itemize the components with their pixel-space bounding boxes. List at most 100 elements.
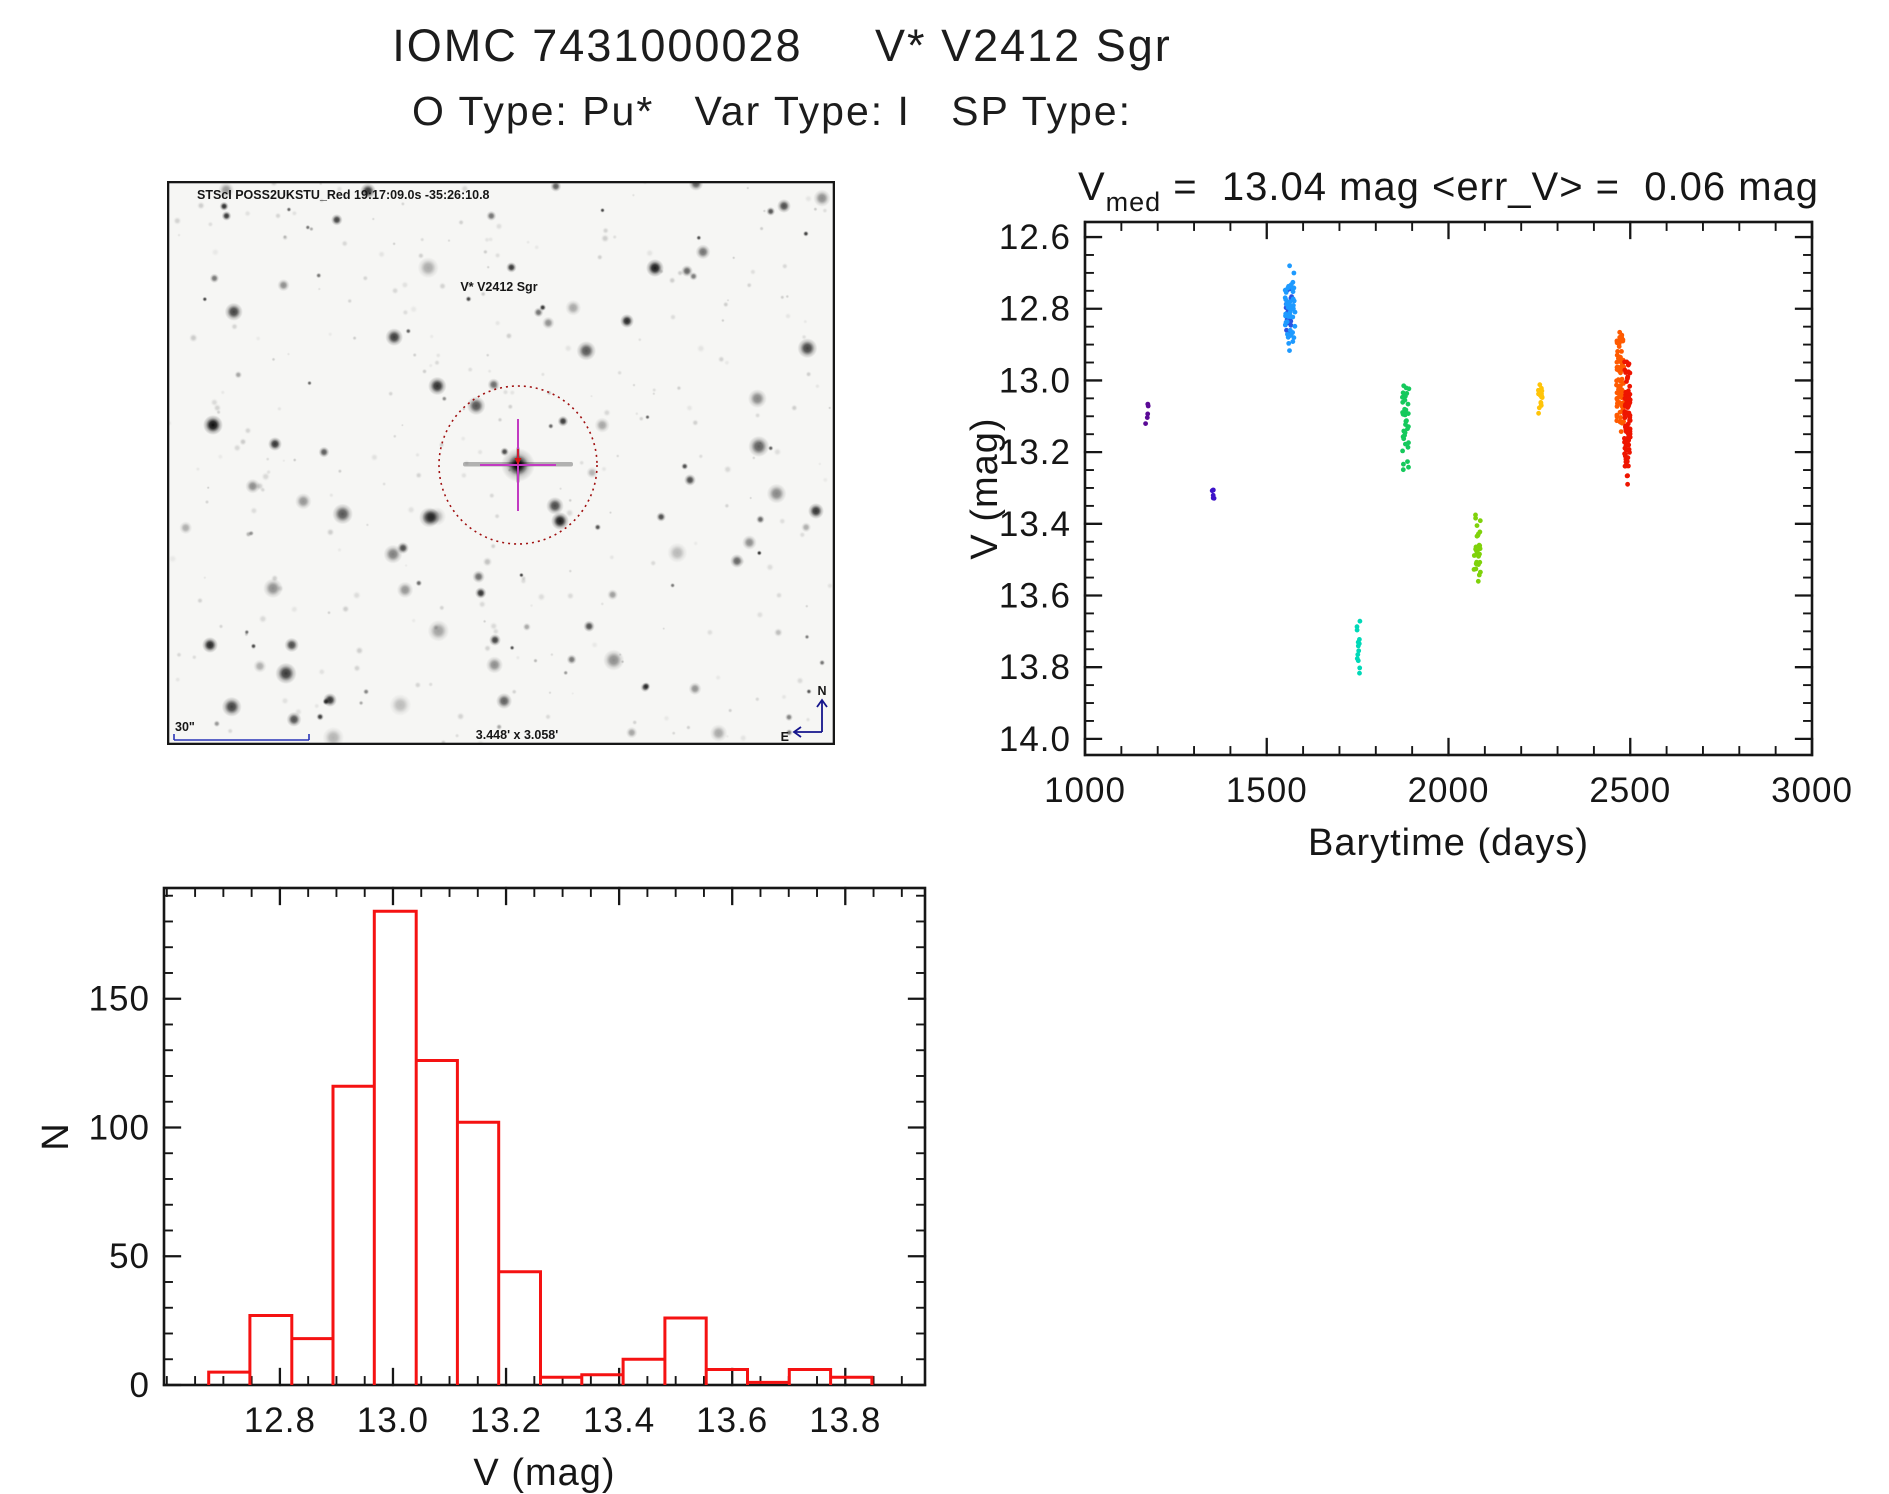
star — [754, 412, 761, 419]
star — [318, 446, 330, 458]
x-tick-label: 13.0 — [357, 1401, 429, 1440]
star — [652, 391, 656, 396]
x-tick-label: 13.8 — [809, 1401, 881, 1440]
scatter-point — [1624, 410, 1630, 415]
y-tick-label: 100 — [89, 1108, 150, 1147]
star — [726, 298, 730, 302]
star — [565, 299, 582, 316]
star — [482, 619, 487, 624]
star — [590, 641, 599, 649]
scatter-point — [1291, 270, 1297, 276]
star — [645, 414, 650, 420]
star — [749, 496, 753, 500]
star — [327, 331, 333, 337]
star — [219, 201, 229, 211]
star — [802, 230, 809, 237]
star — [550, 181, 562, 192]
star — [632, 383, 636, 387]
star — [600, 601, 605, 606]
star — [698, 453, 704, 459]
scatter-point — [1477, 518, 1483, 524]
star — [494, 252, 501, 259]
scatter-point — [1287, 327, 1293, 333]
star — [326, 610, 332, 615]
star — [589, 394, 594, 398]
star — [381, 481, 387, 487]
star — [511, 688, 518, 695]
star — [667, 542, 688, 563]
star — [804, 634, 810, 640]
star — [596, 254, 603, 261]
scatter-point — [1357, 670, 1362, 676]
scatter-point — [1471, 553, 1477, 558]
scatter-point — [1286, 341, 1292, 346]
star — [796, 676, 804, 685]
star — [638, 415, 645, 422]
star — [352, 335, 357, 341]
star — [634, 411, 639, 416]
scatter-point — [1626, 395, 1632, 400]
compass-east-label: E — [781, 730, 789, 744]
x-tick-label: 1500 — [1226, 771, 1308, 810]
star — [352, 590, 362, 600]
star — [400, 280, 409, 289]
star — [814, 383, 821, 389]
scatter-point — [1283, 319, 1289, 325]
scatter-point — [1404, 391, 1410, 396]
star — [722, 301, 729, 308]
star — [391, 286, 399, 295]
finder-background — [167, 181, 835, 745]
star — [600, 207, 605, 213]
star — [221, 696, 242, 717]
scale-bar-label: 30" — [175, 720, 195, 734]
star — [331, 214, 343, 226]
scatter-point — [1282, 287, 1288, 293]
star — [245, 478, 261, 494]
star — [494, 319, 501, 327]
star — [706, 628, 714, 637]
star — [317, 287, 322, 291]
star — [209, 273, 220, 284]
star — [467, 366, 474, 373]
star — [766, 483, 787, 504]
star — [250, 643, 257, 649]
star — [565, 508, 574, 518]
scatter-point — [1400, 394, 1405, 400]
star — [603, 649, 625, 671]
star — [392, 434, 397, 439]
star — [441, 395, 448, 402]
star — [509, 389, 516, 396]
scatter-point — [1614, 404, 1620, 409]
scatter-point — [1145, 411, 1151, 417]
star — [547, 423, 554, 430]
star — [239, 438, 247, 446]
star — [447, 238, 451, 243]
star — [502, 388, 509, 396]
star — [646, 259, 664, 277]
star — [487, 236, 494, 243]
y-tick-label: 13.4 — [999, 505, 1071, 544]
field-size-label: 3.448' x 3.058' — [476, 728, 558, 742]
star — [671, 730, 676, 736]
star — [798, 531, 806, 539]
star — [476, 448, 484, 456]
star — [433, 359, 441, 366]
y-tick-label: 150 — [89, 980, 150, 1019]
star — [282, 458, 286, 463]
scatter-series-epoch-9 — [1622, 359, 1633, 487]
scatter-point — [1285, 334, 1291, 340]
star — [696, 344, 706, 353]
star — [779, 294, 785, 300]
star — [549, 652, 554, 657]
y-tick-label: 13.2 — [999, 433, 1071, 472]
star — [253, 659, 267, 673]
survey-label: STScI POSS2UKSTU_Red 19:17:09.0s -35:26:… — [197, 188, 490, 202]
x-tick-label: 2500 — [1589, 771, 1671, 810]
star — [280, 696, 290, 705]
scatter-series-epoch-6 — [1471, 512, 1483, 584]
star — [773, 447, 782, 457]
scatter-point — [1406, 440, 1411, 446]
star — [478, 600, 487, 609]
scatter-point — [1355, 639, 1361, 645]
star — [548, 690, 552, 695]
